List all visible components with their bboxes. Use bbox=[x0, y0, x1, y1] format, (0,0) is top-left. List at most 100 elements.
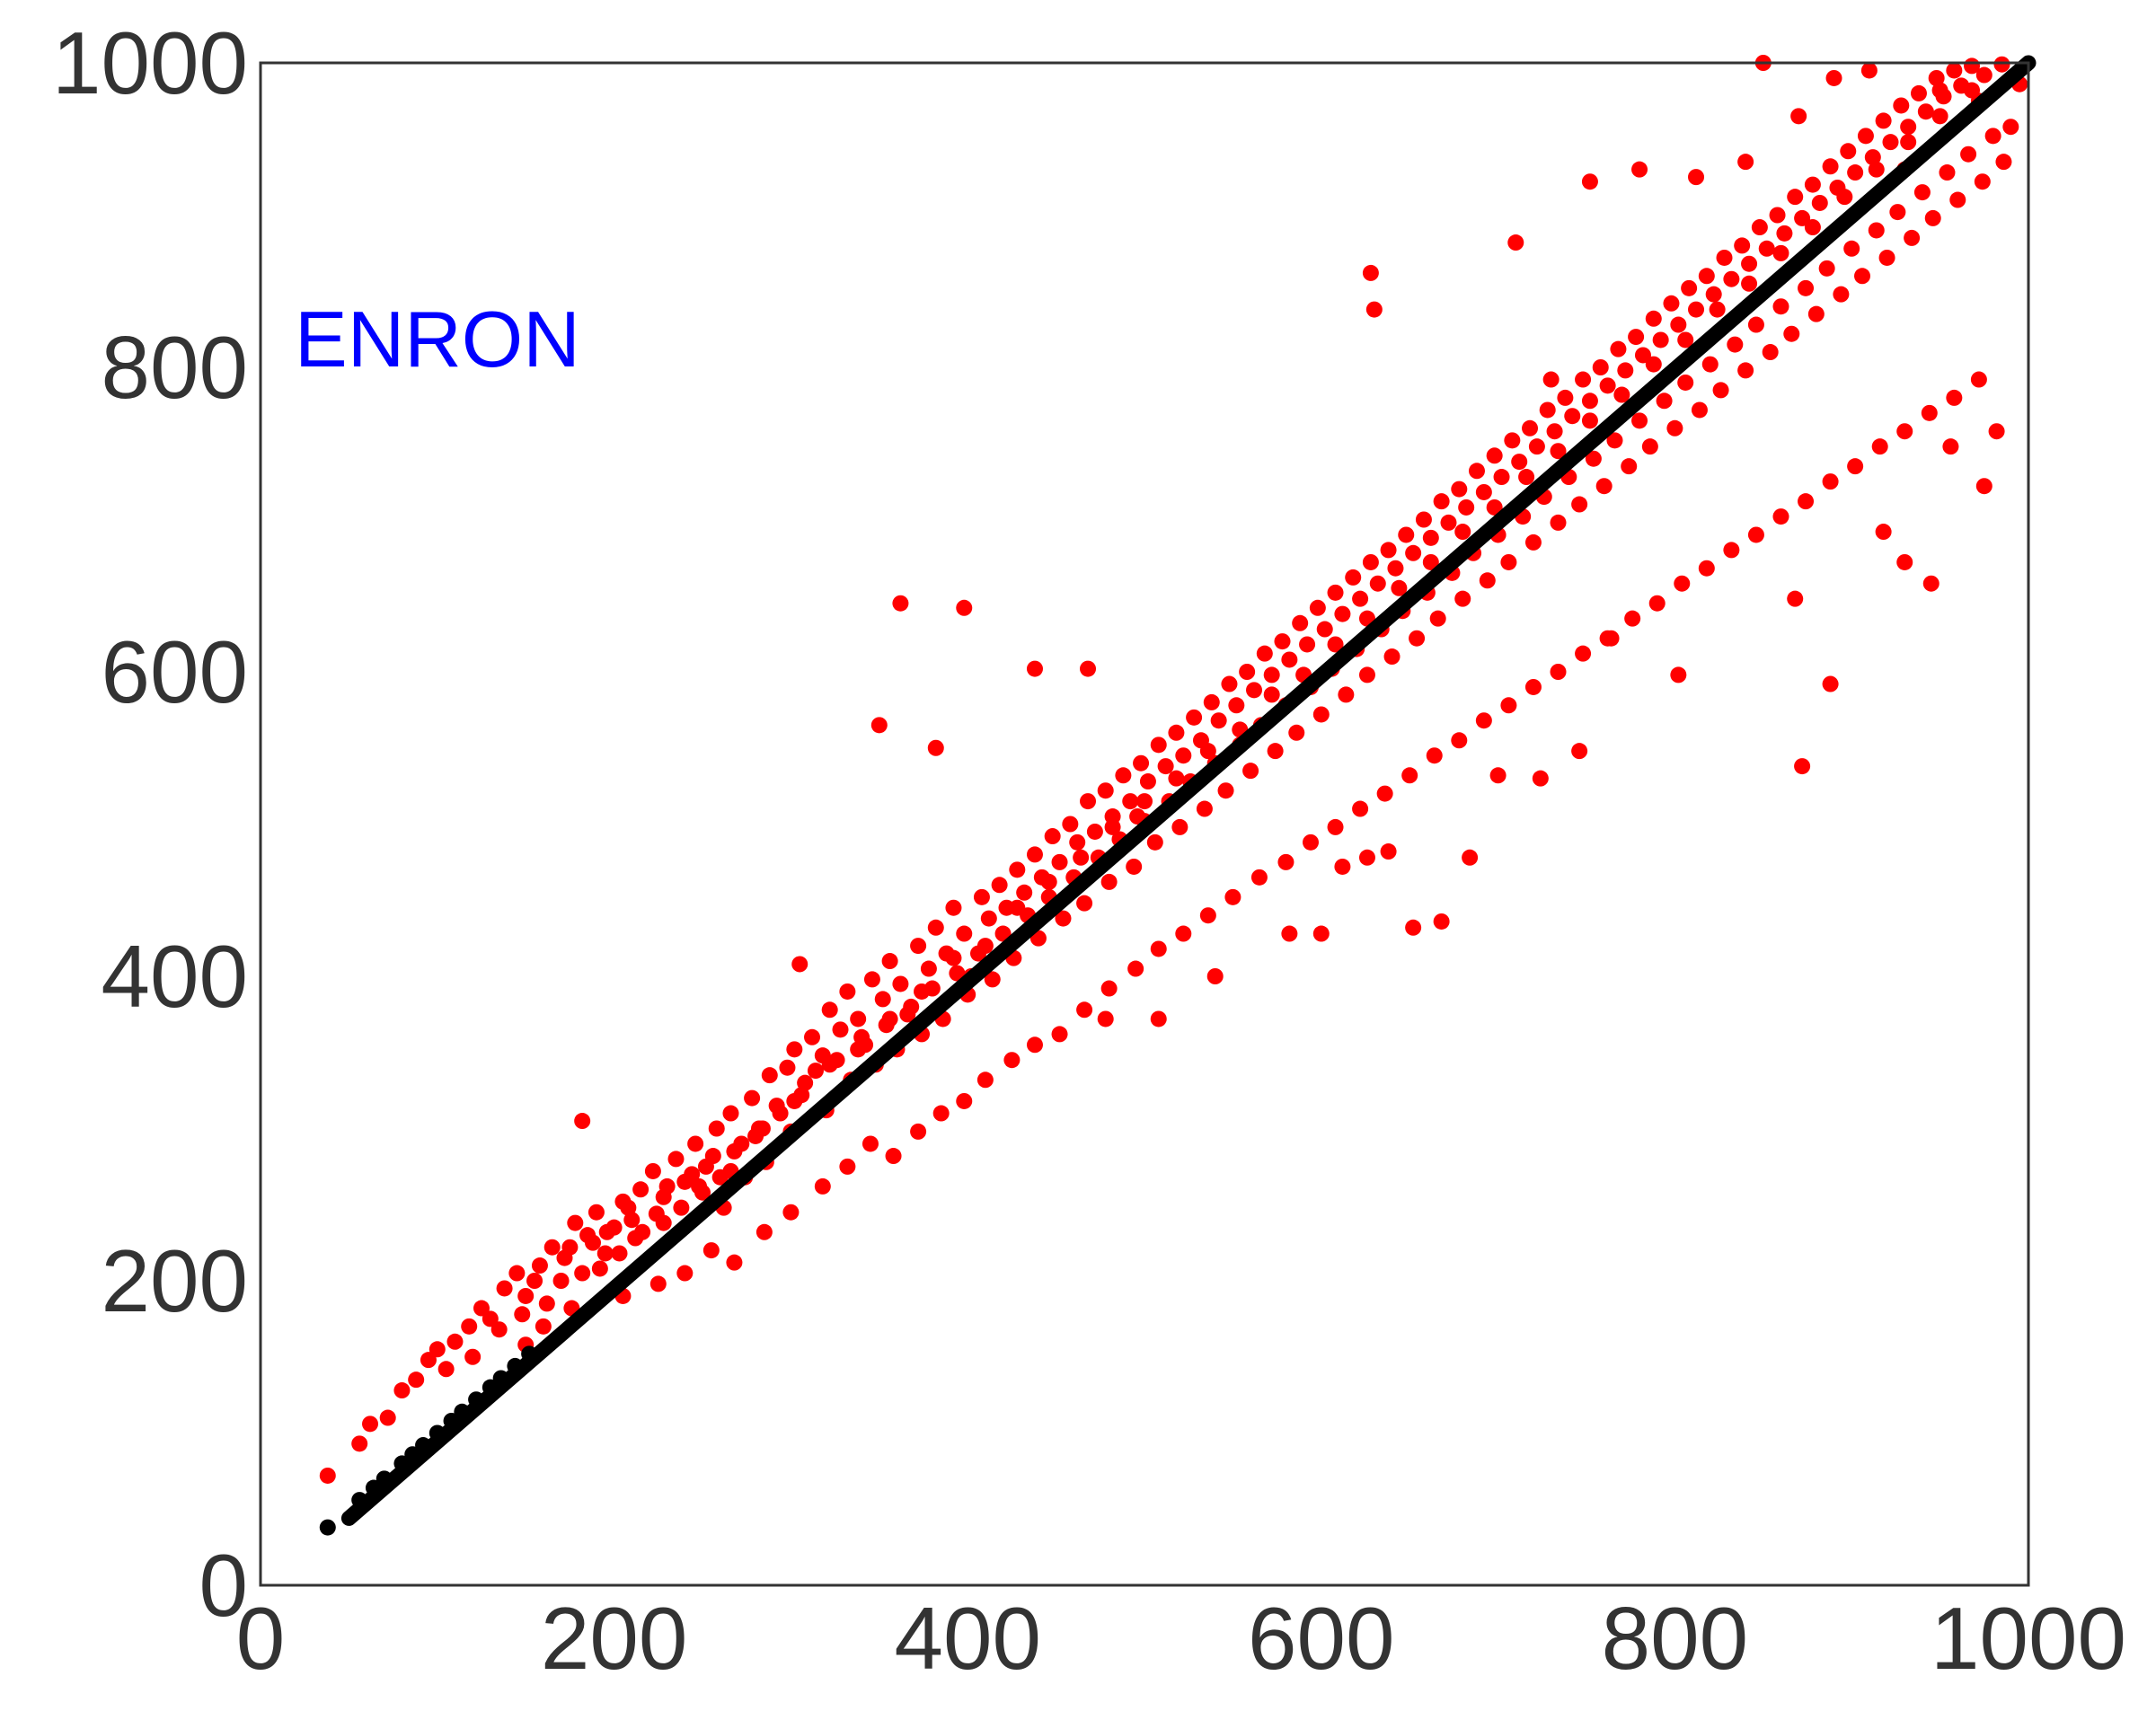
x-tick-label-400: 400 bbox=[894, 1589, 1041, 1688]
red-data-point-316 bbox=[839, 1158, 856, 1175]
red-data-point-73 bbox=[1062, 816, 1079, 833]
red-data-point-416 bbox=[591, 1260, 608, 1277]
red-data-point-46 bbox=[821, 1001, 838, 1019]
red-data-point-4 bbox=[393, 1382, 411, 1399]
red-data-point-304 bbox=[1960, 146, 1977, 163]
red-data-point-71 bbox=[1044, 828, 1061, 845]
red-data-point-148 bbox=[1723, 270, 1740, 287]
red-data-point-431 bbox=[1073, 849, 1090, 866]
red-data-point-165 bbox=[1875, 112, 1892, 129]
red-data-point-115 bbox=[1433, 493, 1450, 510]
red-data-point-351 bbox=[1698, 560, 1715, 577]
red-data-point-185 bbox=[561, 1239, 579, 1256]
red-data-point-227 bbox=[1055, 910, 1072, 927]
red-data-point-102 bbox=[1316, 621, 1333, 638]
red-data-point-119 bbox=[1468, 463, 1485, 480]
red-data-point-306 bbox=[1984, 128, 2001, 145]
red-data-point-81 bbox=[1133, 754, 1150, 772]
red-data-point-182 bbox=[526, 1273, 543, 1289]
red-data-point-237 bbox=[1171, 818, 1188, 835]
red-data-point-37 bbox=[744, 1089, 761, 1107]
red-data-point-105 bbox=[1345, 569, 1362, 586]
red-data-point-180 bbox=[490, 1321, 508, 1338]
red-data-point-263 bbox=[1479, 572, 1496, 589]
red-data-point-401 bbox=[1581, 173, 1598, 190]
red-data-point-199 bbox=[726, 1142, 743, 1160]
red-data-point-388 bbox=[1787, 590, 1804, 607]
red-data-point-446 bbox=[1550, 443, 1567, 460]
red-data-point-271 bbox=[1571, 496, 1588, 513]
red-data-point-249 bbox=[1312, 706, 1330, 723]
red-data-point-322 bbox=[976, 1072, 994, 1089]
red-data-point-302 bbox=[1939, 164, 1956, 181]
y-tick-label-200: 200 bbox=[101, 1231, 248, 1330]
red-data-point-453 bbox=[1772, 244, 1789, 261]
red-data-point-140 bbox=[1652, 331, 1669, 348]
red-data-point-265 bbox=[1500, 553, 1517, 570]
red-data-point-31 bbox=[687, 1135, 704, 1152]
red-data-point-392 bbox=[1896, 553, 1913, 570]
red-data-point-315 bbox=[814, 1177, 831, 1195]
red-data-point-142 bbox=[1670, 316, 1687, 333]
red-data-point-332 bbox=[1224, 888, 1241, 905]
red-data-point-222 bbox=[994, 925, 1012, 942]
red-data-point-283 bbox=[1712, 382, 1729, 399]
red-data-point-399 bbox=[1507, 234, 1524, 251]
red-data-point-450 bbox=[1677, 331, 1694, 348]
red-data-point-90 bbox=[1210, 712, 1227, 729]
red-data-point-25 bbox=[623, 1212, 641, 1229]
red-data-point-194 bbox=[673, 1199, 690, 1216]
red-data-point-448 bbox=[1613, 386, 1630, 403]
red-data-point-111 bbox=[1398, 526, 1415, 543]
red-data-point-151 bbox=[1751, 219, 1768, 236]
red-data-point-85 bbox=[1168, 724, 1185, 741]
red-data-point-74 bbox=[1069, 833, 1086, 851]
x-tick-label-0: 0 bbox=[236, 1589, 286, 1688]
red-data-point-61 bbox=[956, 925, 973, 942]
x-axis-ticks: 0 200 400 600 800 1000 bbox=[236, 1589, 2126, 1688]
red-data-point-339 bbox=[1401, 767, 1418, 784]
red-data-point-297 bbox=[1878, 249, 1895, 266]
red-data-point-99 bbox=[1292, 614, 1309, 631]
red-data-point-346 bbox=[1575, 645, 1592, 662]
red-data-point-19 bbox=[567, 1214, 584, 1231]
red-data-point-402 bbox=[1631, 161, 1648, 178]
y-axis-ticks: 0 200 400 600 800 1000 bbox=[52, 13, 248, 1635]
red-data-point-290 bbox=[1798, 279, 1815, 296]
red-data-point-279 bbox=[1666, 419, 1683, 437]
red-data-point-83 bbox=[1150, 736, 1167, 754]
red-data-point-163 bbox=[1857, 128, 1874, 145]
red-data-point-276 bbox=[1631, 412, 1648, 429]
red-data-point-327 bbox=[1100, 980, 1118, 997]
red-data-point-385 bbox=[1571, 743, 1588, 760]
red-data-point-340 bbox=[1426, 747, 1443, 764]
red-data-point-67 bbox=[1009, 861, 1026, 878]
red-data-point-419 bbox=[691, 1177, 708, 1195]
plot-frame bbox=[259, 61, 2030, 1587]
red-data-point-152 bbox=[1758, 240, 1775, 257]
red-data-point-120 bbox=[1475, 483, 1492, 500]
red-data-point-396 bbox=[1988, 423, 2005, 440]
red-data-point-241 bbox=[1217, 782, 1234, 799]
red-data-point-357 bbox=[1847, 458, 1864, 475]
red-data-point-267 bbox=[1524, 534, 1542, 551]
red-data-point-324 bbox=[1026, 1036, 1043, 1054]
red-data-point-97 bbox=[1274, 633, 1291, 650]
red-data-point-239 bbox=[1196, 800, 1213, 817]
red-data-point-193 bbox=[658, 1177, 676, 1195]
red-data-point-374 bbox=[1206, 968, 1224, 984]
red-data-point-121 bbox=[1486, 447, 1503, 464]
red-data-point-447 bbox=[1581, 412, 1598, 429]
red-data-point-26 bbox=[632, 1181, 649, 1198]
red-data-point-384 bbox=[1532, 770, 1549, 787]
red-data-point-269 bbox=[1550, 514, 1567, 531]
red-data-point-157 bbox=[1804, 176, 1821, 193]
red-data-point-381 bbox=[1433, 913, 1450, 930]
red-data-point-427 bbox=[945, 949, 962, 966]
red-data-point-255 bbox=[1383, 648, 1401, 666]
red-data-point-360 bbox=[1921, 404, 1938, 421]
red-data-point-8 bbox=[437, 1361, 455, 1378]
red-data-point-54 bbox=[892, 975, 909, 992]
red-data-point-147 bbox=[1716, 249, 1733, 266]
red-data-point-323 bbox=[1003, 1052, 1021, 1069]
